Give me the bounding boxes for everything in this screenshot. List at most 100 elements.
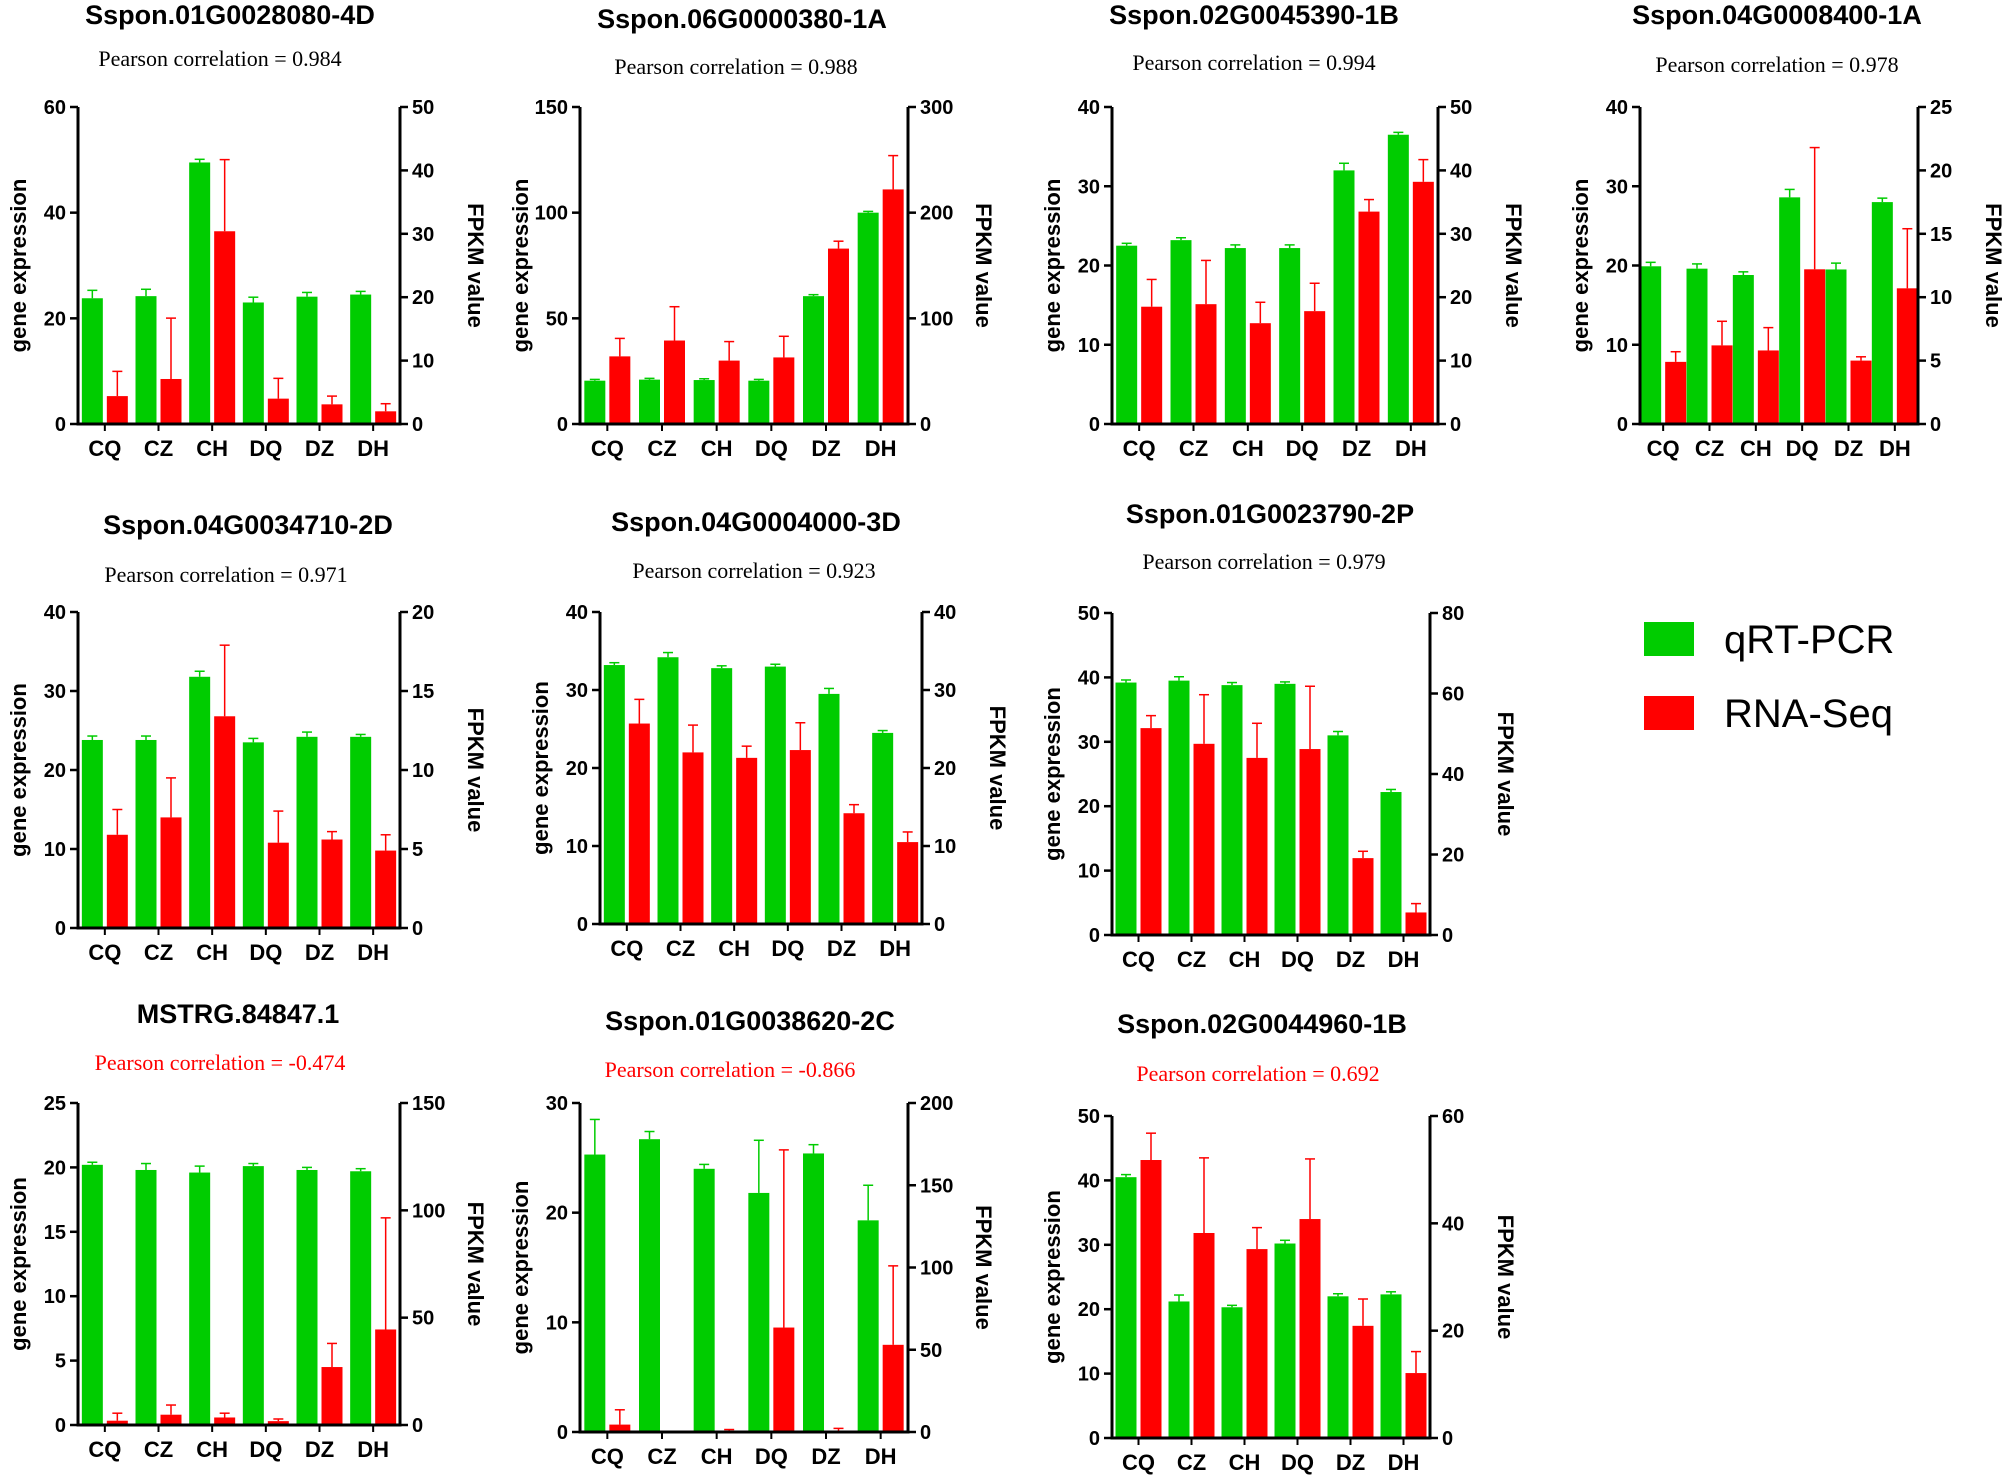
chart-title: Sspon.04G0008400-1A [1632, 0, 1922, 30]
x-tick-label: DQ [755, 1444, 788, 1469]
y-tick-label-left: 0 [55, 1415, 66, 1437]
qrt-pcr-bar [135, 296, 157, 424]
rna-seq-bar [897, 842, 919, 924]
rna-seq-bar [1195, 304, 1217, 424]
x-tick-label: CZ [1179, 436, 1208, 461]
y-tick-label-right: 40 [1442, 764, 1464, 786]
y-tick-label-right: 20 [934, 758, 956, 780]
y-axis-label-left: gene expression [528, 681, 553, 855]
qrt-pcr-bar [1327, 735, 1349, 935]
x-tick-label: DQ [1281, 947, 1314, 972]
y-axis-label-right: FPKM value [463, 203, 488, 328]
legend-label: RNA-Seq [1724, 692, 1893, 736]
chart-title: Sspon.06G0000380-1A [597, 4, 887, 34]
rna-seq-bar [1246, 1249, 1268, 1438]
y-axis-label-right: FPKM value [463, 1202, 488, 1327]
y-tick-label-left: 50 [1078, 1106, 1100, 1128]
y-axis-label-left: gene expression [1040, 179, 1065, 353]
x-tick-label: CZ [144, 940, 173, 965]
qrt-pcr-bar [857, 1220, 879, 1432]
qrt-pcr-bar [803, 1153, 824, 1432]
y-tick-label-right: 0 [1450, 414, 1461, 436]
legend-swatch [1644, 622, 1694, 656]
chart-title: Sspon.01G0028080-4D [85, 0, 375, 30]
x-tick-label: CQ [610, 936, 643, 961]
rna-seq-bar [1412, 181, 1434, 424]
qrt-pcr-bar [350, 736, 372, 928]
y-tick-label-left: 0 [577, 914, 588, 936]
y-tick-label-right: 150 [920, 1175, 953, 1197]
qrt-pcr-bar [818, 693, 840, 924]
y-tick-label-right: 40 [1450, 160, 1472, 182]
y-tick-label-right: 10 [412, 351, 434, 373]
qrt-pcr-bar [350, 294, 372, 424]
y-axis-label-right: FPKM value [985, 706, 1010, 831]
rna-seq-bar [375, 411, 397, 424]
qrt-pcr-bar [603, 665, 625, 924]
rna-seq-bar [773, 1327, 795, 1432]
rna-seq-bar [1140, 728, 1162, 935]
x-tick-label: DH [1388, 947, 1420, 972]
x-tick-label: DQ [249, 940, 282, 965]
qrt-pcr-bar [1221, 1307, 1243, 1438]
y-tick-label-right: 100 [412, 1200, 445, 1222]
x-tick-label: CH [1740, 436, 1772, 461]
rna-seq-bar [375, 1329, 397, 1425]
rna-seq-bar [214, 1417, 236, 1425]
rna-seq-bar [1352, 1325, 1374, 1438]
x-tick-label: DZ [305, 940, 334, 965]
qrt-pcr-bar [1115, 1177, 1137, 1438]
y-tick-label-left: 40 [1078, 667, 1100, 689]
y-tick-label-right: 0 [920, 1422, 931, 1444]
y-tick-label-left: 30 [1078, 732, 1100, 754]
y-tick-label-left: 0 [1617, 414, 1628, 436]
chart-title: Sspon.01G0038620-2C [605, 1006, 895, 1036]
pearson-correlation: Pearson correlation = 0.923 [632, 558, 875, 583]
qrt-pcr-bar [1686, 268, 1708, 424]
y-tick-label-left: 10 [1078, 1364, 1100, 1386]
y-axis-label-right: FPKM value [1501, 203, 1526, 328]
qrt-pcr-bar [1825, 269, 1847, 424]
x-tick-label: CZ [144, 436, 173, 461]
qrt-pcr-bar [1168, 680, 1190, 935]
x-tick-label: DQ [1786, 436, 1819, 461]
y-tick-label-right: 20 [1450, 287, 1472, 309]
x-tick-label: CQ [88, 940, 121, 965]
y-tick-label-left: 40 [1078, 97, 1100, 119]
y-tick-label-left: 40 [1078, 1170, 1100, 1192]
y-tick-label-left: 20 [44, 760, 66, 782]
pearson-correlation: Pearson correlation = 0.988 [614, 54, 857, 79]
rna-seq-bar [1711, 345, 1733, 424]
qrt-pcr-bar [1274, 683, 1296, 935]
y-tick-label-left: 0 [557, 1422, 568, 1444]
pearson-correlation: Pearson correlation = 0.971 [104, 562, 347, 587]
y-tick-label-left: 10 [546, 1312, 568, 1334]
y-tick-label-left: 50 [546, 308, 568, 330]
rna-seq-bar [1665, 361, 1687, 424]
y-tick-label-left: 30 [44, 681, 66, 703]
chart-panel: Sspon.04G0008400-1A Pearson correlation =… [1568, 0, 2006, 461]
rna-seq-bar [1405, 1373, 1427, 1438]
chart-title: Sspon.02G0044960-1B [1117, 1009, 1407, 1039]
qrt-pcr-bar [639, 379, 660, 424]
x-tick-label: DZ [811, 436, 840, 461]
x-tick-label: DH [879, 936, 911, 961]
y-tick-label-right: 60 [1442, 684, 1464, 706]
chart-panel: Sspon.04G0034710-2D Pearson correlation =… [6, 510, 488, 965]
x-tick-label: DQ [755, 436, 788, 461]
x-tick-label: DZ [305, 1437, 334, 1462]
x-tick-label: CZ [647, 436, 676, 461]
x-tick-label: DQ [771, 936, 804, 961]
qrt-pcr-bar [857, 212, 879, 424]
x-tick-label: CH [718, 936, 750, 961]
rna-seq-bar [375, 850, 397, 928]
rna-seq-bar [1304, 311, 1326, 424]
y-axis-label-left: gene expression [1040, 687, 1065, 861]
qrt-pcr-bar [1279, 248, 1301, 424]
y-tick-label-right: 30 [412, 224, 434, 246]
y-tick-label-right: 0 [1442, 1428, 1453, 1450]
y-tick-label-left: 20 [566, 758, 588, 780]
chart-title: Sspon.04G0034710-2D [103, 510, 393, 540]
x-tick-label: CH [1229, 1450, 1261, 1475]
y-tick-label-left: 10 [1606, 335, 1628, 357]
